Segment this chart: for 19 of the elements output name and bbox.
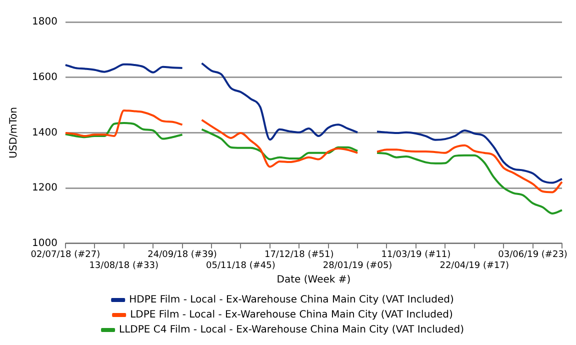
x-axis-title: Date (Week #) xyxy=(276,274,351,286)
x-tick-label: 28/01/19 (#05) xyxy=(322,260,392,271)
y-axis-title: USD/mTon xyxy=(8,107,20,158)
x-tick-label: 05/11/18 (#45) xyxy=(206,260,276,271)
x-tick-label: 17/12/18 (#51) xyxy=(264,250,334,260)
y-tick-label: 1800 xyxy=(32,16,58,28)
legend-label: LLDPE C4 Film - Local - Ex-Warehouse China Main City (VAT Included) xyxy=(119,324,464,336)
legend-label: HDPE Film - Local - Ex-Warehouse China Main City (VAT Included) xyxy=(129,294,454,306)
y-tick-label: 1200 xyxy=(32,182,58,194)
y-tick-label: 1600 xyxy=(32,72,58,83)
y-tick-label: 1400 xyxy=(32,127,58,138)
x-tick-label: 22/04/19 (#17) xyxy=(440,260,510,271)
x-tick-label: 13/08/18 (#33) xyxy=(89,260,159,271)
x-tick-label: 11/03/19 (#11) xyxy=(381,250,451,260)
x-tick-label: 24/09/18 (#39) xyxy=(148,250,217,260)
x-tick-label: 03/06/19 (#23) xyxy=(498,250,568,260)
y-tick-label: 1000 xyxy=(32,238,58,249)
legend-label: LDPE Film - Local - Ex-Warehouse China Main City (VAT Included) xyxy=(130,310,454,321)
x-tick-label: 02/07/18 (#27) xyxy=(30,250,100,260)
